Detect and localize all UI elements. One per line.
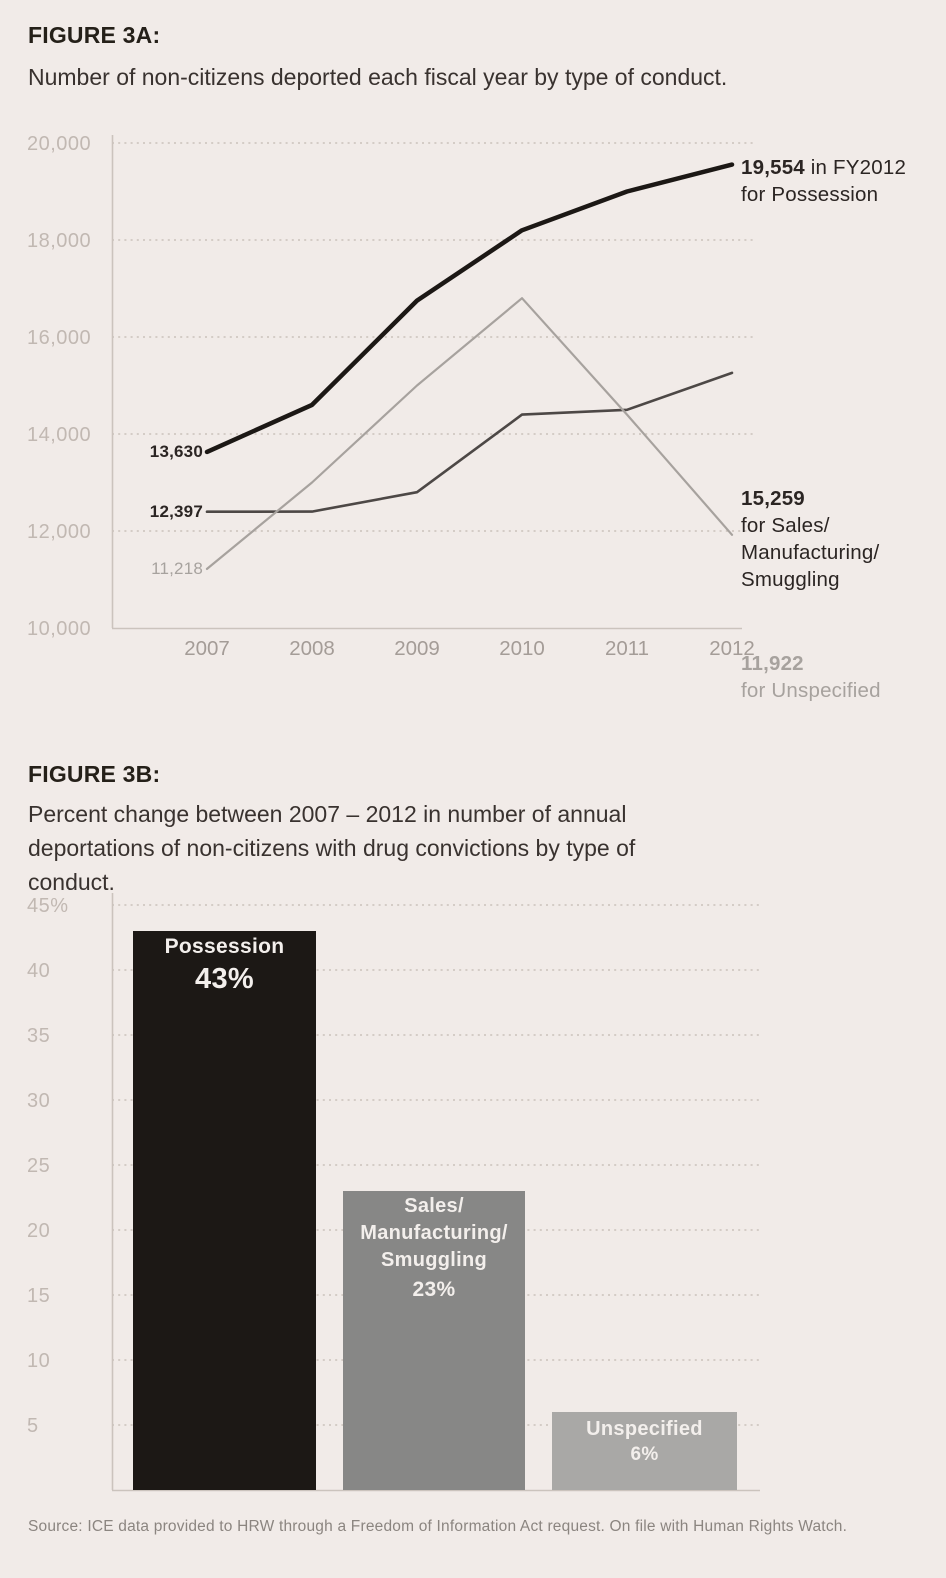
annotation-value-line: 15,259 (741, 485, 879, 512)
line-chart-canvas: 20,000 18,000 16,000 14,000 12,000 10,000 2007… (27, 133, 755, 660)
y-tick-label: 15 (27, 1285, 50, 1307)
series-end-annotation: 15,259 for Sales/Manufacturing/Smuggling (741, 485, 879, 593)
figure-3b-title: Percent change between 2007 – 2012 in nu… (28, 801, 636, 895)
y-tick-label: 14,000 (27, 424, 91, 446)
x-tick-label: 2008 (289, 637, 335, 660)
bar-category-line: Unspecified (586, 1418, 703, 1440)
x-tick-label: 2010 (499, 637, 545, 660)
annotation-value: 15,259 (741, 487, 805, 510)
annotation-value-line: 11,922 (741, 650, 881, 677)
y-tick-label: 30 (27, 1090, 50, 1112)
figure-3a-label: FIGURE 3A: (28, 22, 161, 48)
sales-manufacturing-smuggling-line (205, 371, 734, 514)
y-tick-label: 5 (27, 1415, 39, 1437)
bar-sales-manufacturing-smuggling (343, 1191, 525, 1490)
y-tick-label: 40 (27, 960, 50, 982)
figure-3b-label: FIGURE 3B: (28, 761, 161, 787)
bar-label: Sales/Manufacturing/Smuggling 23% (343, 1193, 525, 1303)
annotation-value-line: 19,554 in FY2012 (741, 154, 906, 181)
bar-value-label: 23% (412, 1278, 456, 1301)
source-note: Source: ICE data provided to HRW through… (28, 1518, 848, 1535)
x-tick-label: 2007 (184, 637, 230, 660)
figure-3a-title: Number of non-citizens deported each fis… (28, 64, 728, 90)
bar-category-line: Manufacturing/ (360, 1222, 508, 1244)
x-tick-label: 2011 (605, 637, 649, 660)
series-end-annotation: 11,922 for Unspecified (741, 650, 881, 704)
annotation-text-line: Smuggling (741, 568, 840, 591)
bar-chart-percent-change: 45% 40 35 30 25 20 15 10 5 Possession 43% Sales/Ma… (0, 885, 946, 1510)
unspecified-line (205, 297, 734, 570)
series-end-annotation: 19,554 in FY2012 for Possession (741, 154, 906, 208)
bar-label: Possession 43% (133, 933, 316, 995)
annotation-text-line: for Possession (741, 183, 879, 206)
series-start-value-label: 13,630 (149, 441, 203, 461)
annotation-text-line: Manufacturing/ (741, 541, 880, 564)
annotation-value: 19,554 (741, 156, 805, 179)
bar-possession (133, 931, 316, 1490)
bar-value-label: 43% (195, 963, 254, 995)
bar-unspecified (552, 1412, 737, 1490)
y-tick-label: 18,000 (27, 230, 91, 252)
y-tick-label: 10 (27, 1350, 50, 1372)
annotation-text-line: for Sales/ (741, 514, 830, 537)
y-tick-label: 12,000 (27, 521, 91, 543)
annotation-value: 11,922 (741, 652, 804, 675)
bar-category-line: Sales/ (404, 1195, 464, 1217)
y-tick-label: 10,000 (27, 618, 91, 640)
y-tick-label: 20,000 (27, 133, 91, 155)
bar-category-line: Possession (164, 935, 285, 958)
bar-chart-canvas: 45% 40 35 30 25 20 15 10 5 (27, 893, 760, 1492)
bar-value-label: 6% (630, 1444, 659, 1465)
annotation-text-line: for Unspecified (741, 679, 881, 702)
bar-label: Unspecified 6% (552, 1416, 737, 1468)
annotation-suffix: in FY2012 (804, 156, 907, 179)
y-tick-label: 35 (27, 1025, 50, 1047)
series-start-value-label: 12,397 (149, 501, 203, 521)
y-tick-label: 16,000 (27, 327, 91, 349)
series-start-value-label: 11,218 (151, 558, 203, 578)
x-tick-label: 2009 (394, 637, 440, 660)
y-tick-label: 25 (27, 1155, 50, 1177)
line-chart-deportations-by-year: 20,000 18,000 16,000 14,000 12,000 10,000 2007… (0, 130, 946, 702)
possession-line (204, 162, 735, 455)
x-tick-label: 2012 (709, 637, 755, 660)
y-tick-label: 20 (27, 1220, 50, 1242)
y-tick-label: 45% (27, 895, 69, 917)
bar-category-line: Smuggling (380, 1249, 488, 1271)
